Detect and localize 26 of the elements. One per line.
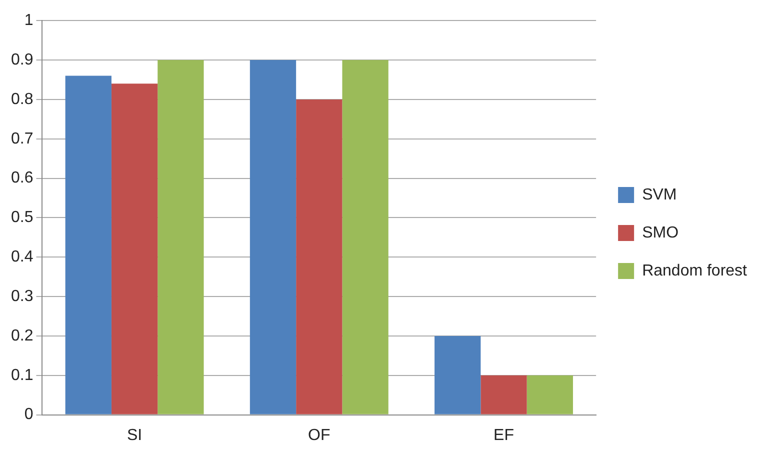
legend-label: SMO [642, 224, 679, 242]
bar [65, 76, 112, 414]
bar [434, 336, 481, 414]
bar [250, 60, 296, 414]
x-tick-label: EF [494, 426, 514, 444]
y-tick-label: 0.6 [10, 170, 34, 187]
y-tick-label: 0.5 [10, 209, 34, 226]
y-tick-label: 0.7 [10, 130, 34, 148]
y-tick-label: 0.3 [10, 288, 34, 305]
legend-label: SVM [642, 186, 677, 204]
x-tick-label: OF [308, 426, 330, 444]
bar [111, 84, 158, 414]
bar [526, 375, 573, 414]
bar [296, 99, 342, 414]
bar [158, 60, 204, 414]
y-tick-label: 0.1 [10, 366, 34, 384]
y-tick-label: 0.8 [10, 90, 34, 108]
bar [480, 375, 527, 414]
y-tick-label: 0.2 [10, 327, 34, 344]
bar [342, 60, 388, 414]
legend-label: Random forest [642, 262, 748, 280]
y-tick-label: 1 [24, 12, 34, 30]
y-tick-label: 0.4 [10, 248, 34, 266]
y-tick-label: 0 [24, 406, 34, 424]
x-tick-label: SI [126, 426, 142, 444]
y-tick-label: 0.9 [10, 51, 34, 68]
